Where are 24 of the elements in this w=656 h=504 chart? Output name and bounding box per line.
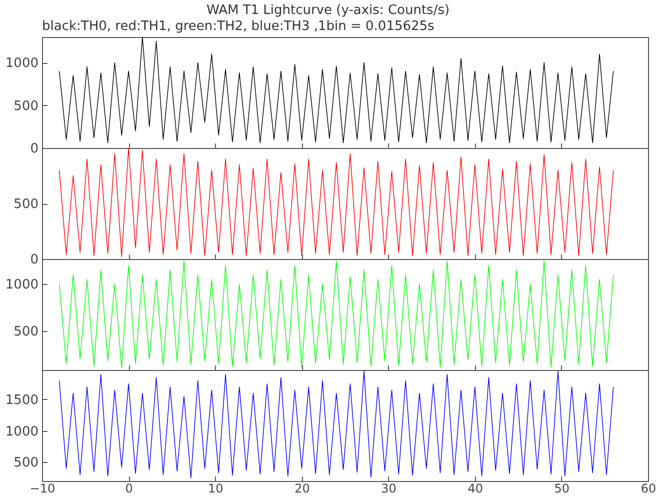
y-tick-label: 500 xyxy=(14,324,38,340)
x-tick-label: 0 xyxy=(125,482,133,496)
y-tick-label: 0 xyxy=(30,142,38,156)
y-tick-label: 0 xyxy=(30,252,38,268)
y-tick-label: 500 xyxy=(14,98,38,114)
line-series xyxy=(58,37,614,144)
line-series xyxy=(58,148,614,258)
y-tick-label: 1000 xyxy=(5,278,38,293)
y-tick-label: 1500 xyxy=(5,392,38,408)
y-tick-label: 500 xyxy=(14,456,38,471)
chart-title: WAM T1 Lightcurve (y-axis: Counts/s) xyxy=(205,3,451,18)
chart-subtitle: black:TH0, red:TH1, green:TH2, blue:TH3 ,1bin = 0.015625s xyxy=(42,19,434,34)
x-tick-label: 40 xyxy=(468,482,483,496)
x-tick-label: 30 xyxy=(381,482,396,496)
line-series xyxy=(58,370,614,478)
x-tick-label: 10 xyxy=(208,482,224,496)
x-tick-label: 20 xyxy=(294,482,310,496)
y-tick-label: 1000 xyxy=(5,56,38,72)
y-tick-label: 500 xyxy=(14,197,38,212)
y-tick-label: 1000 xyxy=(5,424,38,440)
x-tick-label: 50 xyxy=(554,482,570,496)
line-series xyxy=(58,260,614,368)
x-tick-label: −10 xyxy=(30,482,56,496)
x-tick-label: 60 xyxy=(640,482,656,496)
